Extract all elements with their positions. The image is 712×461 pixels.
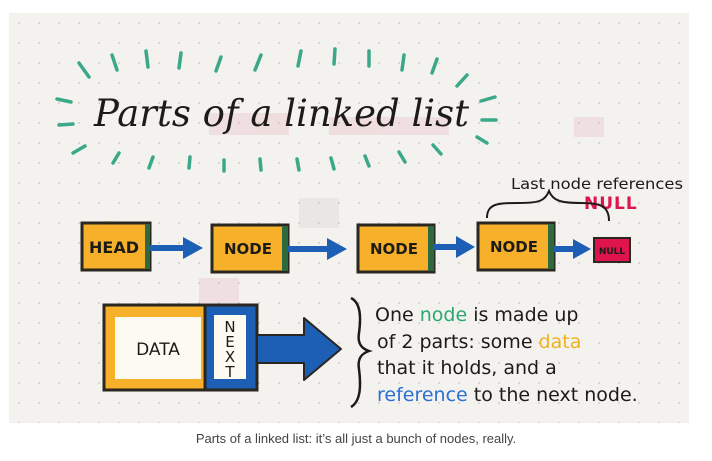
head-node: HEAD	[80, 221, 152, 272]
last-node-null-word: NULL	[584, 194, 638, 214]
arrow-node2-to-node3	[434, 236, 475, 258]
node-1-label: NODE	[224, 240, 272, 258]
linked-list-illustration: Parts of a linked list HEAD NODE NODE NO…	[9, 13, 689, 423]
explanation-line-1: One node is made up	[375, 304, 578, 326]
last-node-brace	[486, 188, 610, 222]
data-part-label: DATA	[136, 340, 180, 360]
title-rays	[55, 47, 498, 173]
node-3: NODE	[476, 221, 556, 272]
explanation-line-4: reference to the next node.	[377, 384, 638, 406]
arrow-head-to-node1	[150, 237, 203, 259]
ghost-marks	[199, 113, 604, 303]
head-label: HEAD	[89, 238, 139, 257]
node-3-label: NODE	[490, 238, 538, 256]
svg-text:X: X	[225, 348, 235, 366]
node-1: NODE	[210, 223, 290, 274]
arrow-node3-to-null	[554, 239, 591, 259]
explanation-text: One node is made up of 2 parts: some dat…	[375, 304, 638, 406]
node-2-label: NODE	[370, 240, 418, 258]
diagram-title: Parts of a linked list	[93, 92, 469, 135]
explanation-line-2: of 2 parts: some data	[377, 331, 581, 353]
node-2: NODE	[356, 223, 436, 274]
last-node-note: Last node references	[511, 175, 683, 193]
explanation-line-3: that it holds, and a	[377, 357, 557, 379]
null-terminator: NULL	[593, 237, 631, 263]
null-box-label: NULL	[599, 247, 626, 257]
next-reference-arrow	[256, 317, 342, 381]
explanation-brace	[350, 296, 373, 409]
svg-text:T: T	[224, 363, 235, 381]
svg-text:N: N	[224, 318, 235, 336]
figure-caption: Parts of a linked list: it’s all just a …	[195, 431, 517, 446]
svg-text:E: E	[225, 333, 234, 351]
arrow-node1-to-node2	[288, 238, 347, 260]
node-anatomy: DATA N E X T	[102, 303, 259, 392]
next-part-label: N E X T	[224, 318, 235, 381]
